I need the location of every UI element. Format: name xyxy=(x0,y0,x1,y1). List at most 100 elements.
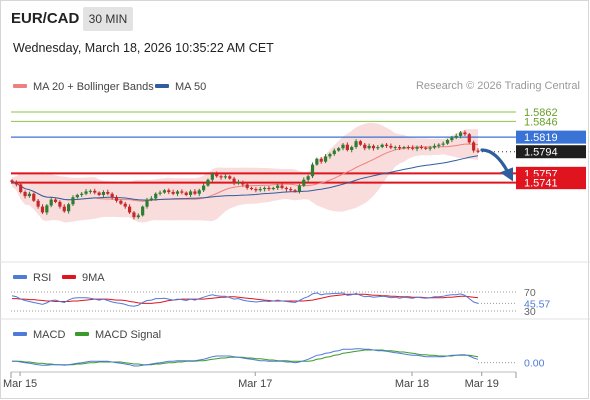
candle xyxy=(236,179,241,185)
candle-body xyxy=(254,189,258,191)
candle-body xyxy=(402,147,406,149)
candle-body xyxy=(110,193,114,198)
candle-body xyxy=(136,215,140,218)
candle xyxy=(297,183,302,194)
candle xyxy=(454,133,458,140)
candle-body xyxy=(45,205,49,213)
x-tick-label: Mar 17 xyxy=(238,378,272,390)
macd-line xyxy=(12,348,479,367)
candle xyxy=(380,143,384,149)
candle xyxy=(262,186,267,192)
candle-body xyxy=(245,184,249,188)
candle xyxy=(19,182,23,194)
candle xyxy=(284,186,288,192)
candle-body xyxy=(27,193,32,197)
candle xyxy=(280,183,284,190)
price-levels xyxy=(11,111,516,184)
panel-dividers xyxy=(0,261,590,373)
candle xyxy=(428,145,432,151)
candle xyxy=(424,146,428,150)
candle-body xyxy=(97,192,101,195)
candle-body xyxy=(127,206,132,213)
candle-body xyxy=(432,145,437,148)
candle xyxy=(415,145,419,152)
candle-body xyxy=(219,176,223,178)
candle-body xyxy=(58,201,62,207)
candle xyxy=(67,202,71,214)
candle xyxy=(210,172,214,182)
legend-swatch-macd-signal xyxy=(75,332,89,336)
legend-swatch-ma50 xyxy=(155,84,169,88)
candle xyxy=(40,204,45,214)
candle-body xyxy=(345,144,349,150)
candle-body xyxy=(323,156,328,162)
candle xyxy=(171,189,175,196)
candle-body xyxy=(450,137,454,141)
candle-body xyxy=(406,147,410,149)
candle xyxy=(345,142,349,152)
macd-panel: 0.00 xyxy=(12,348,545,370)
candle-body xyxy=(184,192,188,195)
candle xyxy=(302,177,306,188)
candle xyxy=(463,130,467,136)
candle xyxy=(27,191,32,198)
macd-zero-label: 0.00 xyxy=(524,358,545,370)
candle xyxy=(80,192,84,197)
candle-body xyxy=(445,140,450,144)
legend-swatch-rsi xyxy=(13,275,27,279)
candle-body xyxy=(23,192,27,197)
level-label-6: 1.5741 xyxy=(524,178,558,190)
candle-body xyxy=(158,192,162,194)
candle xyxy=(223,174,228,180)
candle xyxy=(145,197,149,209)
candle xyxy=(367,143,371,150)
candle-body xyxy=(441,143,445,145)
candle xyxy=(141,205,145,217)
legend-swatch-rsi-ma xyxy=(62,275,76,279)
candle xyxy=(341,142,345,151)
candle-body xyxy=(71,197,75,205)
candle-body xyxy=(319,158,323,162)
candle xyxy=(193,189,197,196)
candle xyxy=(232,176,236,186)
candle xyxy=(154,192,158,201)
candle xyxy=(337,147,341,152)
candle xyxy=(467,133,471,144)
candle xyxy=(58,200,62,209)
candle xyxy=(119,199,123,205)
candle-body xyxy=(297,185,302,192)
candle xyxy=(315,157,319,166)
candle xyxy=(219,174,223,180)
candle-body xyxy=(262,187,267,190)
candle xyxy=(441,141,445,147)
candle xyxy=(241,180,245,187)
x-tick-label: Mar 18 xyxy=(395,378,429,390)
candle-body xyxy=(88,190,92,192)
candle-body xyxy=(84,191,88,194)
candle xyxy=(371,144,376,151)
candle-body xyxy=(293,190,297,192)
candle xyxy=(376,145,380,150)
candle xyxy=(206,178,210,187)
candle-body xyxy=(467,134,471,143)
candle xyxy=(167,188,171,195)
candle-body xyxy=(476,150,480,152)
macd-legend: MACD MACD Signal xyxy=(13,329,161,341)
candle xyxy=(106,189,110,196)
candle xyxy=(267,185,271,191)
candle xyxy=(228,175,232,180)
candle-body xyxy=(341,144,345,149)
candle xyxy=(97,191,101,197)
candle xyxy=(132,210,136,220)
candle-body xyxy=(202,185,206,191)
candle xyxy=(306,174,310,183)
timeframe-button[interactable]: 30 MIN xyxy=(83,7,133,31)
candle-body xyxy=(332,150,336,155)
candle xyxy=(71,195,75,207)
candle-body xyxy=(306,176,310,180)
candle-body xyxy=(149,198,153,200)
ma50-line xyxy=(11,155,479,201)
candle xyxy=(36,199,40,209)
